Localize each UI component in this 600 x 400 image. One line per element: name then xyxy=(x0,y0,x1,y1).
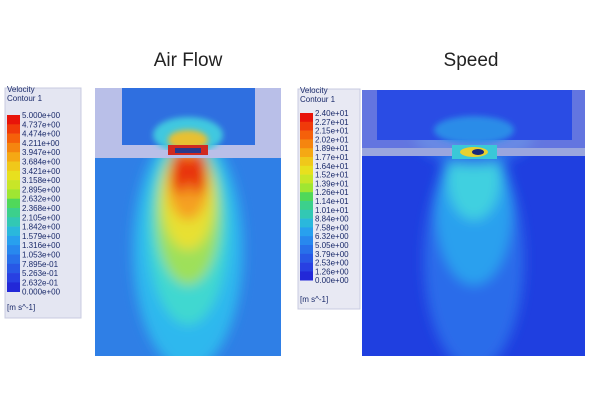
panel-title: Air Flow xyxy=(154,50,223,71)
legend-label: 2.632e+00 xyxy=(22,195,61,204)
legend-label: 3.79e+00 xyxy=(315,250,349,259)
color-band xyxy=(7,282,20,292)
legend-label: 3.684e+00 xyxy=(22,158,61,167)
contour-plot xyxy=(95,88,281,356)
color-band xyxy=(300,201,313,211)
legend-label: 2.27e+01 xyxy=(315,118,349,127)
legend-label: 2.15e+01 xyxy=(315,127,349,136)
legend-label: 2.895e+00 xyxy=(22,185,61,194)
color-band xyxy=(300,218,313,228)
color-band xyxy=(7,115,20,125)
color-band xyxy=(300,271,313,281)
legend-label: 1.14e+01 xyxy=(315,197,349,206)
legend-title: Velocity xyxy=(300,86,328,95)
color-band xyxy=(300,262,313,272)
legend-label: 3.421e+00 xyxy=(22,167,61,176)
legend-label: 1.579e+00 xyxy=(22,232,61,241)
color-band xyxy=(7,254,20,265)
legend-label: 2.53e+00 xyxy=(315,259,349,268)
color-band xyxy=(300,183,313,193)
legend-label: 1.52e+01 xyxy=(315,171,349,180)
color-band xyxy=(7,263,20,274)
legend-label: 1.842e+00 xyxy=(22,223,61,232)
legend-label: 1.26e+01 xyxy=(315,188,349,197)
legend-label: 4.474e+00 xyxy=(22,130,61,139)
color-band xyxy=(7,133,20,144)
color-band xyxy=(7,180,20,190)
color-band xyxy=(300,209,313,219)
legend-label: 8.84e+00 xyxy=(315,215,349,224)
legend-label: 3.158e+00 xyxy=(22,176,61,185)
color-band xyxy=(7,170,20,181)
color-band xyxy=(300,157,313,167)
color-band xyxy=(7,142,20,153)
legend-label: 1.053e+00 xyxy=(22,251,61,260)
color-band xyxy=(300,165,313,175)
color-band xyxy=(300,253,313,263)
legend-label: 5.05e+00 xyxy=(315,241,349,250)
legend-title: Contour 1 xyxy=(300,95,336,104)
legend-label: 7.58e+00 xyxy=(315,223,349,232)
color-band xyxy=(7,217,20,227)
legend-label: 6.32e+00 xyxy=(315,232,349,241)
color-band xyxy=(7,235,20,246)
legend-label: 3.947e+00 xyxy=(22,148,61,157)
legend-label: 4.211e+00 xyxy=(22,139,60,148)
color-band xyxy=(300,227,313,237)
legend-unit: [m s^-1] xyxy=(7,303,35,312)
legend-label: 7.895e-01 xyxy=(22,260,59,269)
panel-title: Speed xyxy=(444,50,499,71)
color-band xyxy=(300,236,313,246)
legend-title: Velocity xyxy=(7,85,35,94)
legend-label: 1.39e+01 xyxy=(315,179,349,188)
legend-label: 2.632e-01 xyxy=(22,278,59,287)
legend-title: Contour 1 xyxy=(7,94,43,103)
legend-label: 2.02e+01 xyxy=(315,135,349,144)
legend-label: 1.26e+00 xyxy=(315,267,349,276)
legend-label: 5.263e-01 xyxy=(22,269,59,278)
color-band xyxy=(7,245,20,255)
color-band xyxy=(300,192,313,202)
legend-unit: [m s^-1] xyxy=(300,295,328,304)
color-band xyxy=(7,189,20,199)
color-band xyxy=(300,174,313,184)
legend-label: 1.89e+01 xyxy=(315,144,349,153)
color-band xyxy=(7,226,20,237)
legend-label: 4.737e+00 xyxy=(22,120,61,129)
legend-label: 2.368e+00 xyxy=(22,204,61,213)
color-band xyxy=(7,198,20,209)
legend-label: 0.00e+00 xyxy=(315,276,349,285)
color-band xyxy=(7,208,20,218)
legend-label: 1.01e+01 xyxy=(315,206,349,215)
color-band xyxy=(7,273,20,283)
legend-label: 1.77e+01 xyxy=(315,153,349,162)
color-band xyxy=(7,152,20,162)
legend-label: 1.316e+00 xyxy=(22,241,61,250)
color-band xyxy=(300,148,313,158)
color-band xyxy=(300,139,313,149)
color-band xyxy=(300,245,313,255)
contour-plot xyxy=(362,90,585,356)
legend-label: 1.64e+01 xyxy=(315,162,349,171)
color-band xyxy=(300,113,313,123)
color-band xyxy=(7,124,20,134)
legend-label: 2.105e+00 xyxy=(22,213,61,222)
legend-label: 2.40e+01 xyxy=(315,109,349,118)
color-band xyxy=(300,121,313,131)
legend-label: 5.000e+00 xyxy=(22,111,61,120)
legend-label: 0.000e+00 xyxy=(22,288,61,297)
color-band xyxy=(7,161,20,172)
color-band xyxy=(300,130,313,140)
